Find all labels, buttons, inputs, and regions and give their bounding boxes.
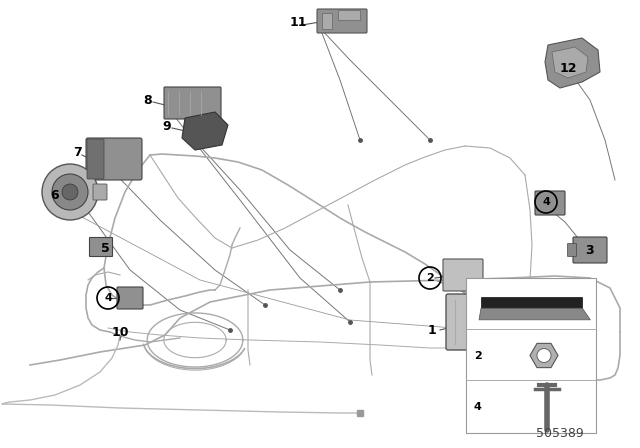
FancyBboxPatch shape	[568, 244, 577, 257]
FancyBboxPatch shape	[446, 294, 522, 350]
Circle shape	[42, 164, 98, 220]
Polygon shape	[545, 38, 600, 88]
FancyBboxPatch shape	[87, 139, 104, 179]
FancyBboxPatch shape	[117, 287, 143, 309]
Text: 1: 1	[428, 323, 436, 336]
Text: 4: 4	[104, 293, 112, 303]
FancyBboxPatch shape	[90, 237, 113, 257]
FancyBboxPatch shape	[86, 138, 142, 180]
Text: 2: 2	[474, 350, 482, 361]
Text: 3: 3	[586, 244, 595, 257]
Text: 505389: 505389	[536, 427, 584, 440]
FancyBboxPatch shape	[93, 184, 107, 200]
Polygon shape	[530, 343, 558, 368]
Circle shape	[52, 174, 88, 210]
FancyBboxPatch shape	[466, 278, 596, 433]
FancyBboxPatch shape	[573, 237, 607, 263]
Text: 10: 10	[111, 326, 129, 339]
Text: 8: 8	[144, 94, 152, 107]
Text: 2: 2	[426, 273, 434, 283]
FancyBboxPatch shape	[317, 9, 367, 33]
FancyBboxPatch shape	[481, 297, 582, 308]
FancyBboxPatch shape	[322, 13, 332, 29]
Polygon shape	[552, 47, 588, 78]
Polygon shape	[479, 308, 590, 320]
Text: 12: 12	[559, 61, 577, 74]
Text: 4: 4	[474, 402, 482, 412]
Circle shape	[62, 184, 78, 200]
Text: 4: 4	[542, 197, 550, 207]
Polygon shape	[182, 112, 228, 150]
Text: 7: 7	[72, 146, 81, 159]
Text: 9: 9	[163, 120, 172, 133]
FancyBboxPatch shape	[164, 87, 221, 119]
FancyBboxPatch shape	[338, 10, 360, 20]
Circle shape	[537, 349, 551, 362]
Text: 11: 11	[289, 16, 307, 29]
Text: 6: 6	[51, 189, 60, 202]
FancyBboxPatch shape	[535, 191, 565, 215]
Text: 5: 5	[100, 241, 109, 254]
FancyBboxPatch shape	[443, 259, 483, 291]
